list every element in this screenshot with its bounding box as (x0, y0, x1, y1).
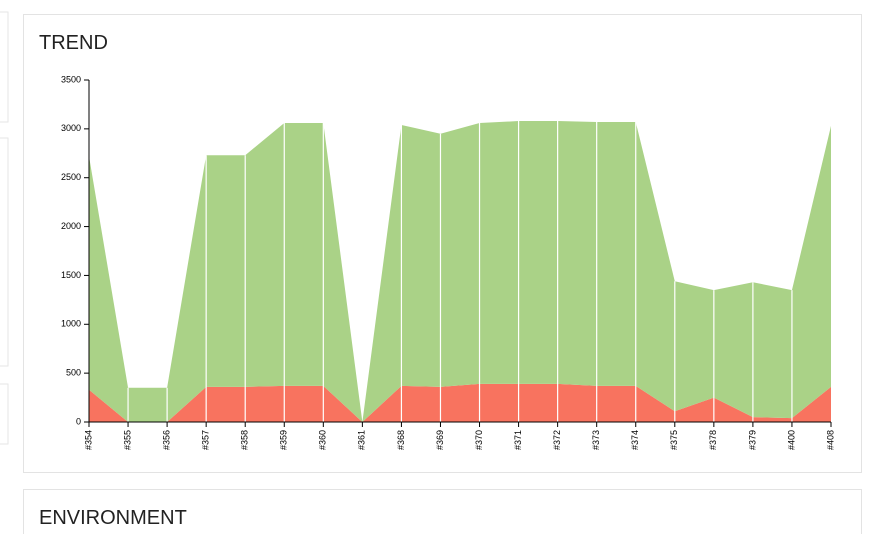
x-tick-label: #354 (83, 430, 93, 450)
x-tick-label: #371 (513, 430, 523, 450)
x-tick-label: #374 (630, 430, 640, 450)
y-tick-label: 2000 (61, 221, 81, 231)
x-tick-label: #373 (591, 430, 601, 450)
x-tick-label: #370 (474, 430, 484, 450)
environment-panel (23, 489, 862, 534)
area (89, 121, 831, 422)
y-tick-label: 1500 (61, 270, 81, 280)
x-tick-label: #408 (825, 430, 835, 450)
x-tick-label: #359 (279, 430, 289, 450)
area (89, 383, 831, 422)
x-tick-label: #356 (161, 430, 171, 450)
x-tick-label: #372 (552, 430, 562, 450)
panel-title: ENVIRONMENT (39, 507, 187, 529)
side-box (0, 137, 9, 367)
y-tick-label: 1000 (61, 319, 81, 329)
x-tick-label: #361 (357, 430, 367, 450)
y-tick-label: 3500 (61, 74, 81, 84)
x-tick-label: #375 (669, 430, 679, 450)
plot: 0 500 1000 1500 2000 2500 3000 3500 #354 #355 #356… (61, 74, 835, 450)
x-tick-label: #369 (435, 430, 445, 450)
x-tick-label: #357 (201, 430, 211, 450)
y-tick-label: 2500 (61, 172, 81, 182)
x-tick-label: #379 (747, 430, 757, 450)
panel-title: TREND (39, 32, 108, 54)
x-tick-label: #368 (396, 430, 406, 450)
y-tick-label: 500 (66, 368, 81, 378)
y-tick-label: 3000 (61, 123, 81, 133)
x-tick-label: #400 (786, 430, 796, 450)
side-box (0, 11, 9, 123)
x-tick-label: #360 (318, 430, 328, 450)
y-tick-label: 0 (76, 416, 81, 426)
x-tick-label: #378 (708, 430, 718, 450)
side-box (0, 383, 9, 445)
x-tick-label: #358 (240, 430, 250, 450)
x-tick-label: #355 (122, 430, 132, 450)
